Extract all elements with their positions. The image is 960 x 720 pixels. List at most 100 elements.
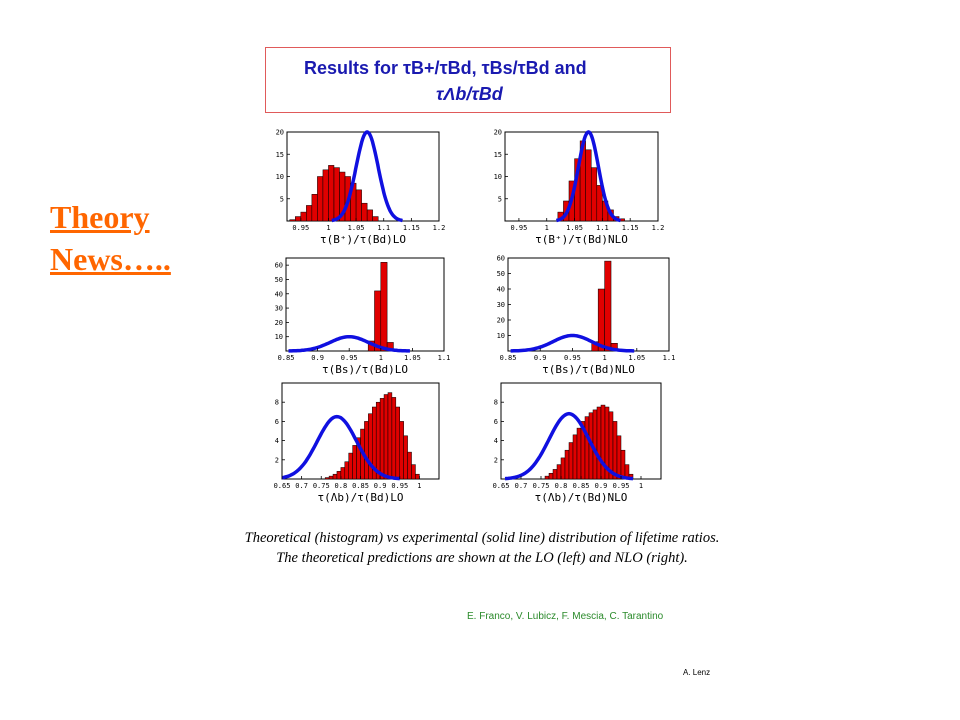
y-tick-label: 60 xyxy=(497,255,505,263)
histogram-bar xyxy=(380,262,388,352)
histogram-bar xyxy=(311,194,318,222)
y-tick-label: 2 xyxy=(494,456,498,464)
histogram-bar xyxy=(364,421,369,480)
histogram-bar xyxy=(592,409,598,480)
x-axis-label: τ(Λb)/τ(Bd)LO xyxy=(317,491,403,504)
x-tick-label: 1.05 xyxy=(628,354,645,362)
plot-frame xyxy=(507,257,670,352)
histogram-bar xyxy=(576,427,582,480)
histogram-bar xyxy=(560,457,566,480)
histogram-bar xyxy=(411,464,416,480)
histogram-bar xyxy=(317,176,324,222)
x-tick-label: 0.95 xyxy=(564,354,581,362)
x-tick-label: 1 xyxy=(417,482,421,490)
experimental-curve xyxy=(510,333,635,353)
histogram-bar xyxy=(336,471,342,480)
figure-caption: Theoretical (histogram) vs experimental … xyxy=(244,530,720,566)
histogram-bar xyxy=(612,421,618,480)
x-tick-label: 0.9 xyxy=(595,482,608,490)
x-tick-label: 0.85 xyxy=(278,354,295,362)
histogram-bar xyxy=(584,416,590,480)
plot-frame xyxy=(285,257,445,352)
experimental-curve xyxy=(281,414,400,481)
histogram-bar xyxy=(344,461,349,480)
y-tick-label: 8 xyxy=(494,399,498,407)
experimental-curve xyxy=(504,411,634,481)
x-tick-label: 0.65 xyxy=(274,482,291,490)
x-tick-label: 0.7 xyxy=(515,482,528,490)
y-tick-label: 20 xyxy=(276,129,284,137)
histogram-bar xyxy=(597,288,605,352)
histogram-bar xyxy=(556,464,562,480)
histogram-bar xyxy=(352,445,357,480)
x-tick-label: 0.65 xyxy=(493,482,510,490)
y-tick-label: 30 xyxy=(497,301,505,309)
y-tick-label: 20 xyxy=(494,129,502,137)
x-tick-label: 0.95 xyxy=(510,224,527,232)
y-tick-label: 15 xyxy=(494,151,502,159)
histogram-bar xyxy=(366,209,373,222)
x-tick-label: 1.15 xyxy=(622,224,639,232)
histogram-bar xyxy=(548,472,554,480)
x-tick-label: 1.1 xyxy=(596,224,609,232)
histogram-bar xyxy=(340,467,346,480)
histogram-bar xyxy=(403,435,408,480)
y-tick-label: 50 xyxy=(497,270,505,278)
histogram-bar xyxy=(568,442,574,480)
histogram-bar xyxy=(415,473,420,480)
y-tick-label: 50 xyxy=(275,276,283,284)
experimental-curve xyxy=(288,334,410,353)
x-tick-label: 1 xyxy=(379,354,383,362)
x-tick-label: 0.95 xyxy=(292,224,309,232)
x-tick-label: 1 xyxy=(639,482,643,490)
x-tick-label: 0.9 xyxy=(374,482,387,490)
x-tick-label: 1 xyxy=(326,224,330,232)
histogram-bar xyxy=(348,452,353,480)
histogram-bar xyxy=(604,260,612,352)
x-tick-label: 1.1 xyxy=(438,354,451,362)
y-tick-label: 6 xyxy=(275,418,279,426)
experimental-curve xyxy=(331,130,403,223)
y-tick-label: 40 xyxy=(497,286,505,294)
histogram-bar xyxy=(383,394,389,480)
histogram-bar xyxy=(399,421,404,480)
y-tick-label: 2 xyxy=(275,456,279,464)
histogram-bar xyxy=(328,165,335,222)
histogram-bar xyxy=(368,413,373,480)
x-tick-label: 1.15 xyxy=(403,224,420,232)
histogram-bar xyxy=(324,477,330,480)
x-tick-label: 1 xyxy=(602,354,606,362)
x-tick-label: 0.7 xyxy=(295,482,308,490)
y-tick-label: 10 xyxy=(497,332,505,340)
histogram-bar xyxy=(372,216,379,222)
y-tick-label: 6 xyxy=(494,418,498,426)
x-tick-label: 0.75 xyxy=(533,482,550,490)
x-tick-label: 0.9 xyxy=(534,354,547,362)
y-tick-label: 20 xyxy=(497,317,505,325)
x-axis-label: τ(B⁺)/τ(Bd)NLO xyxy=(535,233,628,246)
x-axis-label: τ(B⁺)/τ(Bd)LO xyxy=(320,233,406,246)
histogram-bar xyxy=(375,401,381,480)
histogram-bar xyxy=(300,211,307,222)
y-tick-label: 8 xyxy=(275,399,279,407)
x-tick-label: 0.8 xyxy=(555,482,568,490)
histogram-bar xyxy=(564,449,570,480)
histogram-bar xyxy=(306,205,313,222)
y-tick-label: 5 xyxy=(280,195,284,203)
y-tick-label: 40 xyxy=(275,290,283,298)
histogram-bar xyxy=(328,475,334,480)
histogram-bar xyxy=(395,406,401,480)
results-header-box: Results for τB+/τBd, τBs/τBd and τΛb/τBd xyxy=(265,47,671,113)
x-tick-label: 1.1 xyxy=(377,224,390,232)
x-tick-label: 0.95 xyxy=(613,482,630,490)
x-tick-label: 1.05 xyxy=(566,224,583,232)
y-tick-label: 15 xyxy=(276,151,284,159)
y-tick-label: 10 xyxy=(276,173,284,181)
y-tick-label: 20 xyxy=(275,319,283,327)
x-tick-label: 1.1 xyxy=(663,354,676,362)
histogram-bar xyxy=(391,397,397,480)
x-tick-label: 0.75 xyxy=(313,482,330,490)
x-tick-label: 0.85 xyxy=(500,354,517,362)
x-tick-label: 1.2 xyxy=(433,224,446,232)
